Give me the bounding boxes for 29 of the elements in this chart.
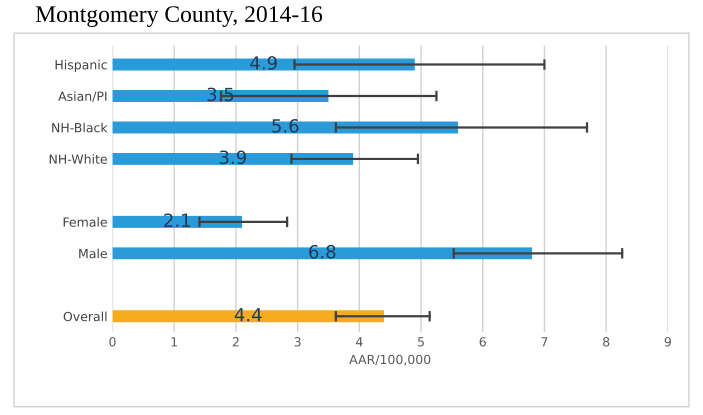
bar <box>112 152 354 165</box>
x-axis-title: AAR/100,000 <box>349 354 430 366</box>
x-tick-label: 4 <box>356 337 363 346</box>
x-tick-label: 2 <box>232 337 239 346</box>
x-tick-label: 6 <box>480 337 486 347</box>
x-tick-label: 9 <box>664 337 671 347</box>
x-tick-label: 1 <box>172 337 178 346</box>
bar <box>112 121 458 134</box>
data-label: 4.9 <box>250 56 277 70</box>
x-tick-label: 3 <box>294 337 301 347</box>
bar <box>112 310 384 322</box>
data-label: 3.9 <box>220 150 246 164</box>
bar <box>112 216 242 228</box>
x-tick-label: 0 <box>109 337 116 347</box>
data-label: 2.1 <box>164 213 190 227</box>
data-label: 6.8 <box>309 244 336 259</box>
x-tick-label: 7 <box>541 337 548 346</box>
data-label: 4.4 <box>234 308 262 322</box>
y-tick-label: Female <box>64 217 107 227</box>
y-tick-label: Male <box>79 248 107 258</box>
x-tick-label: 5 <box>418 337 424 347</box>
chart-title: Montgomery County, 2014-16 <box>36 6 322 27</box>
x-tick-label: 8 <box>603 337 610 347</box>
y-tick-label: Hispanic <box>56 60 107 72</box>
data-label: 5.6 <box>272 119 298 133</box>
y-tick-label: Asian/PI <box>58 91 106 102</box>
y-tick-label: NH-White <box>50 154 107 164</box>
y-tick-label: Overall <box>64 312 106 322</box>
y-tick-label: NH-Black <box>52 122 108 132</box>
